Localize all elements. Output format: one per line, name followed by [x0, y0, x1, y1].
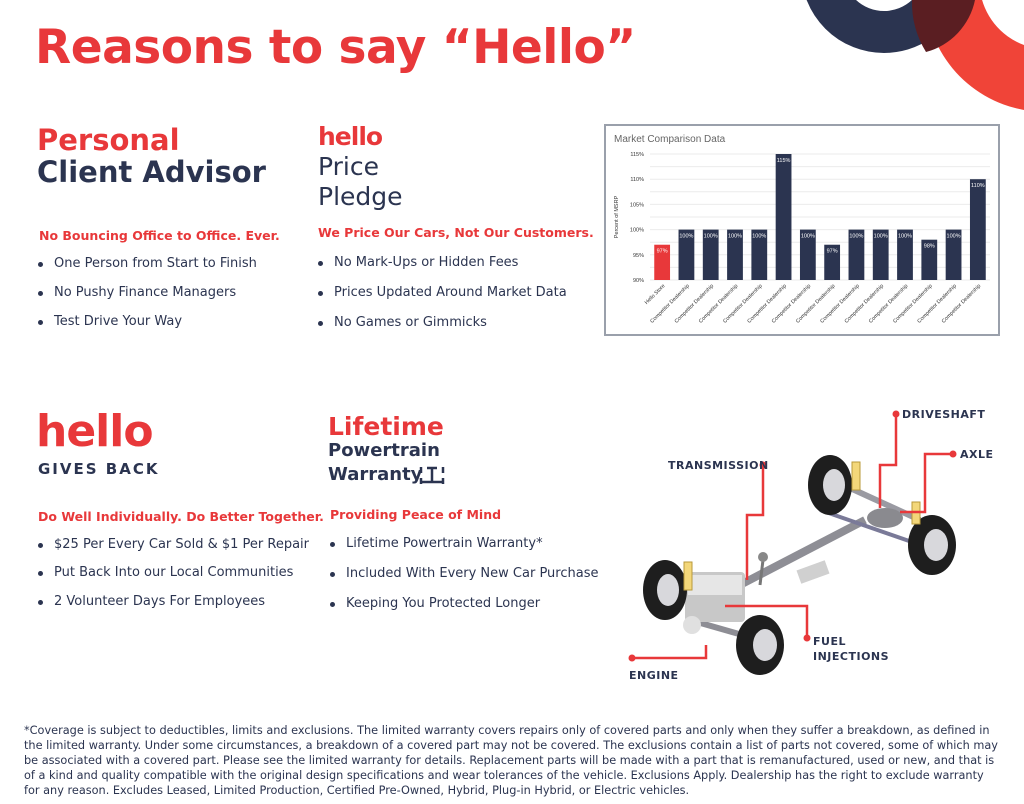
label-driveshaft: DRIVESHAFT — [902, 408, 986, 421]
warranty-logo-line1: Lifetime — [328, 412, 444, 441]
hello-logo: hello — [36, 406, 154, 457]
y-axis-label: Percent of MSRP — [614, 195, 620, 238]
decorative-rings — [806, 0, 1024, 110]
pledge-title-line2: Pledge — [318, 182, 403, 211]
advisor-title-line1: Personal — [37, 123, 180, 157]
pledge-title-line1: Price — [318, 152, 379, 181]
list-item: $25 Per Every Car Sold & $1 Per Repair — [38, 537, 309, 552]
list-item: Included With Every New Car Purchase — [330, 566, 598, 581]
powertrain-diagram — [628, 410, 957, 675]
data-label: 97% — [657, 249, 668, 255]
chart-bar — [678, 229, 695, 280]
chart-bar — [727, 229, 743, 280]
page-title: Reasons to say “Hello” — [35, 20, 636, 75]
gives-back-logo-sub: GIVES BACK — [38, 460, 160, 478]
data-label: 115% — [777, 158, 791, 164]
data-label: 98% — [924, 244, 935, 250]
chart-bar — [969, 179, 986, 280]
x-tick-label: Hello Store — [644, 283, 667, 306]
chassis-illustration — [643, 455, 956, 675]
chart-bar — [775, 154, 792, 280]
y-tick-label: 115% — [630, 152, 644, 158]
warranty-subheading: Providing Peace of Mind — [330, 507, 502, 522]
data-label: 100% — [947, 234, 961, 240]
chart-bar — [945, 229, 962, 280]
label-engine: ENGINE — [629, 669, 679, 682]
chart-bar — [751, 229, 768, 280]
y-tick-label: 110% — [630, 177, 644, 183]
data-label: 100% — [679, 234, 693, 240]
list-item: Lifetime Powertrain Warranty* — [330, 536, 543, 551]
chart-bar — [702, 229, 719, 280]
chart-svg: Market Comparison Data 90% 95% 100% 105% 110%… — [614, 134, 990, 325]
advisor-subheading: No Bouncing Office to Office. Ever. — [39, 228, 280, 243]
warranty-logo-line2: Powertrain — [328, 440, 440, 461]
pledge-subheading: We Price Our Cars, Not Our Customers. — [318, 225, 594, 240]
chart-bar — [848, 229, 865, 280]
label-axle: AXLE — [960, 448, 994, 461]
list-item: Put Back Into our Local Communities — [38, 565, 293, 580]
chassis-icon — [419, 466, 445, 484]
chart-bar — [654, 244, 671, 280]
data-label: 100% — [874, 234, 888, 240]
chart-bar — [921, 239, 938, 280]
advisor-title-line2: Client Advisor — [37, 155, 266, 189]
list-item: 2 Volunteer Days For Employees — [38, 594, 265, 609]
data-label: 110% — [971, 183, 985, 189]
data-label: 100% — [752, 234, 766, 240]
data-label: 100% — [728, 234, 742, 240]
y-tick-label: 105% — [630, 202, 644, 208]
market-comparison-chart: Market Comparison Data 90% 95% 100% 105% 110%… — [604, 124, 1000, 336]
data-label: 100% — [704, 234, 718, 240]
data-label: 100% — [801, 234, 815, 240]
gives-back-subheading: Do Well Individually. Do Better Together… — [38, 509, 324, 524]
y-tick-label: 95% — [633, 253, 644, 259]
list-item: Prices Updated Around Market Data — [318, 285, 567, 300]
list-item: No Mark-Ups or Hidden Fees — [318, 255, 518, 270]
list-item: One Person from Start to Finish — [38, 256, 257, 271]
list-item: No Games or Gimmicks — [318, 315, 487, 330]
chart-bar — [872, 229, 889, 280]
warranty-logo-line3: Warranty — [328, 464, 423, 485]
chart-bar — [824, 244, 841, 280]
y-tick-label: 90% — [633, 278, 644, 284]
list-item: No Pushy Finance Managers — [38, 285, 236, 300]
chart-title: Market Comparison Data — [614, 134, 726, 145]
label-fuel-injections-1: FUEL — [813, 635, 846, 648]
list-item: Test Drive Your Way — [38, 314, 182, 329]
list-item: Keeping You Protected Longer — [330, 596, 540, 611]
hello-logo: hello — [318, 122, 383, 151]
footnote: *Coverage is subject to deductibles, lim… — [24, 724, 998, 797]
chart-bar — [799, 229, 816, 280]
data-label: 100% — [898, 234, 912, 240]
label-transmission: TRANSMISSION — [668, 459, 769, 472]
data-label: 100% — [849, 234, 863, 240]
label-fuel-injections-2: INJECTIONS — [813, 650, 890, 663]
y-tick-label: 100% — [630, 228, 644, 234]
chart-bar — [897, 229, 913, 280]
data-label: 97% — [827, 249, 838, 255]
